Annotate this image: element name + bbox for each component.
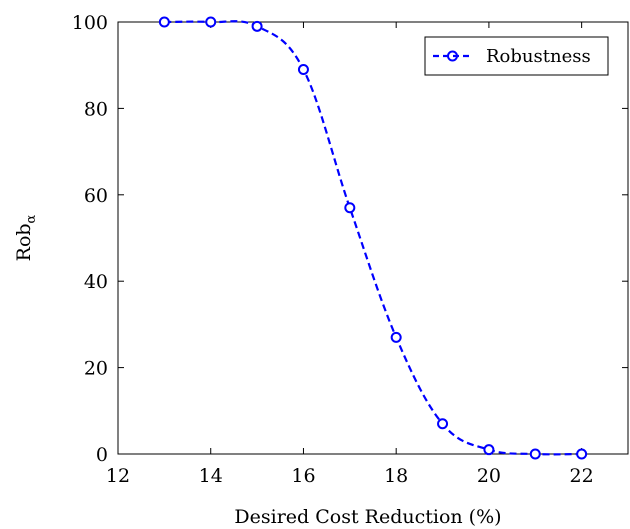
legend-marker-sample bbox=[447, 50, 458, 62]
y-axis-title-subscript: α bbox=[24, 214, 39, 223]
y-axis-title-main: Rob bbox=[13, 223, 35, 261]
data-point bbox=[251, 20, 263, 32]
x-tick-label: 22 bbox=[570, 465, 594, 487]
x-tick-label: 18 bbox=[384, 465, 408, 487]
x-tick-label: 20 bbox=[477, 465, 501, 487]
x-tick-label: 12 bbox=[106, 465, 130, 487]
x-tick-label: 16 bbox=[291, 465, 315, 487]
data-point bbox=[205, 16, 217, 28]
plot-border bbox=[117, 21, 629, 455]
y-tick-label: 40 bbox=[84, 271, 108, 293]
y-tick-label: 0 bbox=[96, 444, 108, 466]
legend: Robustness bbox=[424, 36, 609, 76]
y-axis-title: Robα bbox=[13, 214, 39, 261]
axis-ticks: 12 14 16 18 20 22 0 20 40 60 80 100 bbox=[72, 12, 628, 487]
y-tick-label: 100 bbox=[72, 12, 108, 34]
data-point bbox=[437, 418, 449, 430]
y-tick-label: 60 bbox=[84, 185, 108, 207]
data-point bbox=[576, 448, 588, 460]
plot-frame bbox=[117, 21, 629, 455]
data-point bbox=[297, 64, 309, 76]
data-point bbox=[390, 331, 402, 343]
series-line-robustness bbox=[164, 20, 582, 456]
x-axis-title: Desired Cost Reduction (%) bbox=[234, 506, 501, 528]
series-layer bbox=[158, 16, 588, 460]
x-tick-label: 14 bbox=[199, 465, 223, 487]
legend-label: Robustness bbox=[486, 46, 591, 67]
y-tick-label: 80 bbox=[84, 98, 108, 120]
data-point bbox=[529, 448, 541, 460]
data-point bbox=[344, 202, 356, 214]
data-point bbox=[158, 16, 170, 28]
data-point bbox=[483, 444, 495, 456]
y-tick-label: 20 bbox=[84, 358, 108, 380]
